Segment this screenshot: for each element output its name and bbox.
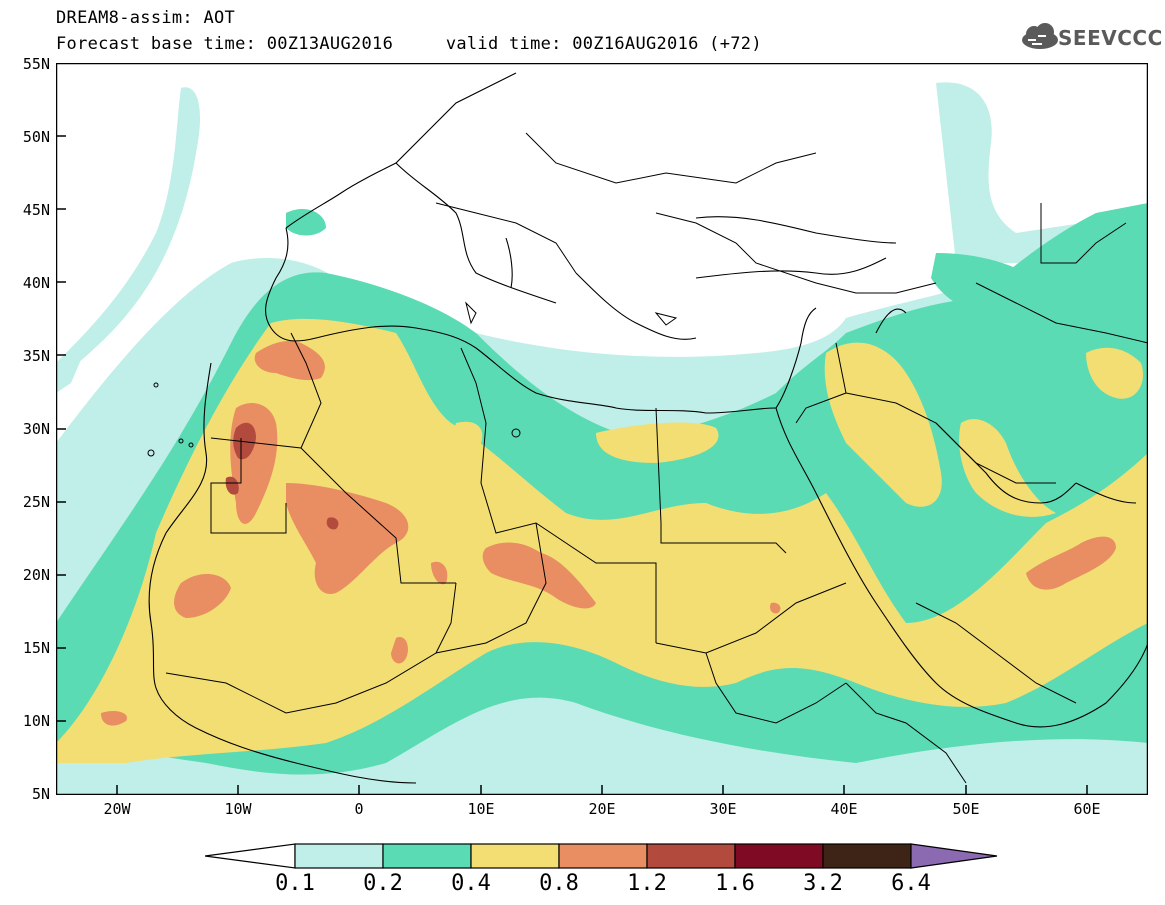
lat-label: 25N (22, 493, 50, 511)
colorbar-left-arrow (205, 843, 296, 869)
colorbar-label: 1.2 (627, 871, 667, 896)
lon-label: 10E (467, 800, 495, 818)
colorbar-label: 0.2 (363, 871, 403, 896)
lat-label: 30N (22, 420, 50, 438)
aot-band-1.2 (225, 422, 339, 530)
colorbar-label: 1.6 (715, 871, 755, 896)
colorbar-label: 3.2 (803, 871, 843, 896)
colorbar-label: 6.4 (891, 871, 931, 896)
logo-text: SEEVCCC (1058, 26, 1163, 50)
lat-label: 20N (22, 566, 50, 584)
base-time-label: Forecast base time: 00Z13AUG2016 (56, 34, 394, 54)
islands (147, 301, 678, 457)
lon-label: 20W (103, 800, 131, 818)
lat-label: 10N (22, 712, 50, 730)
coastlines (148, 72, 1148, 784)
lat-label: 35N (22, 347, 50, 365)
colorbar-segment (558, 843, 648, 869)
lon-label: 30E (709, 800, 737, 818)
lon-label: 60E (1073, 800, 1101, 818)
colorbar-segment (470, 843, 560, 869)
colorbar-segment (382, 843, 472, 869)
lat-label: 50N (22, 128, 50, 146)
aot-band-0.8 (101, 341, 1116, 726)
lon-label: 50E (952, 800, 980, 818)
lat-label: 40N (22, 274, 50, 292)
colorbar-segment (646, 843, 736, 869)
colorbar-right-arrow (910, 843, 998, 869)
valid-time-label: valid time: 00Z16AUG2016 (+72) (445, 34, 762, 54)
seevccc-logo (1022, 23, 1058, 49)
lon-label: 10W (224, 800, 252, 818)
map-title: DREAM8-assim: AOT (56, 8, 236, 28)
lon-label: 40E (830, 800, 858, 818)
lon-label: 20E (588, 800, 616, 818)
colorbar-label: 0.8 (539, 871, 579, 896)
lat-label: 15N (22, 639, 50, 657)
lon-label: 0 (354, 800, 364, 818)
aot-map (56, 63, 1148, 795)
colorbar-label: 0.1 (275, 871, 315, 896)
axis-ticks (56, 63, 1088, 795)
colorbar-segment (734, 843, 824, 869)
colorbar-label: 0.4 (451, 871, 491, 896)
lat-label: 5N (31, 785, 50, 803)
colorbar-segment (822, 843, 912, 869)
lat-label: 55N (22, 55, 50, 73)
lat-label: 45N (22, 201, 50, 219)
colorbar (205, 843, 998, 869)
cloud-icon (1022, 23, 1058, 49)
forecast-time-line: Forecast base time: 00Z13AUG2016 valid t… (56, 34, 762, 54)
colorbar-segment (294, 843, 384, 869)
